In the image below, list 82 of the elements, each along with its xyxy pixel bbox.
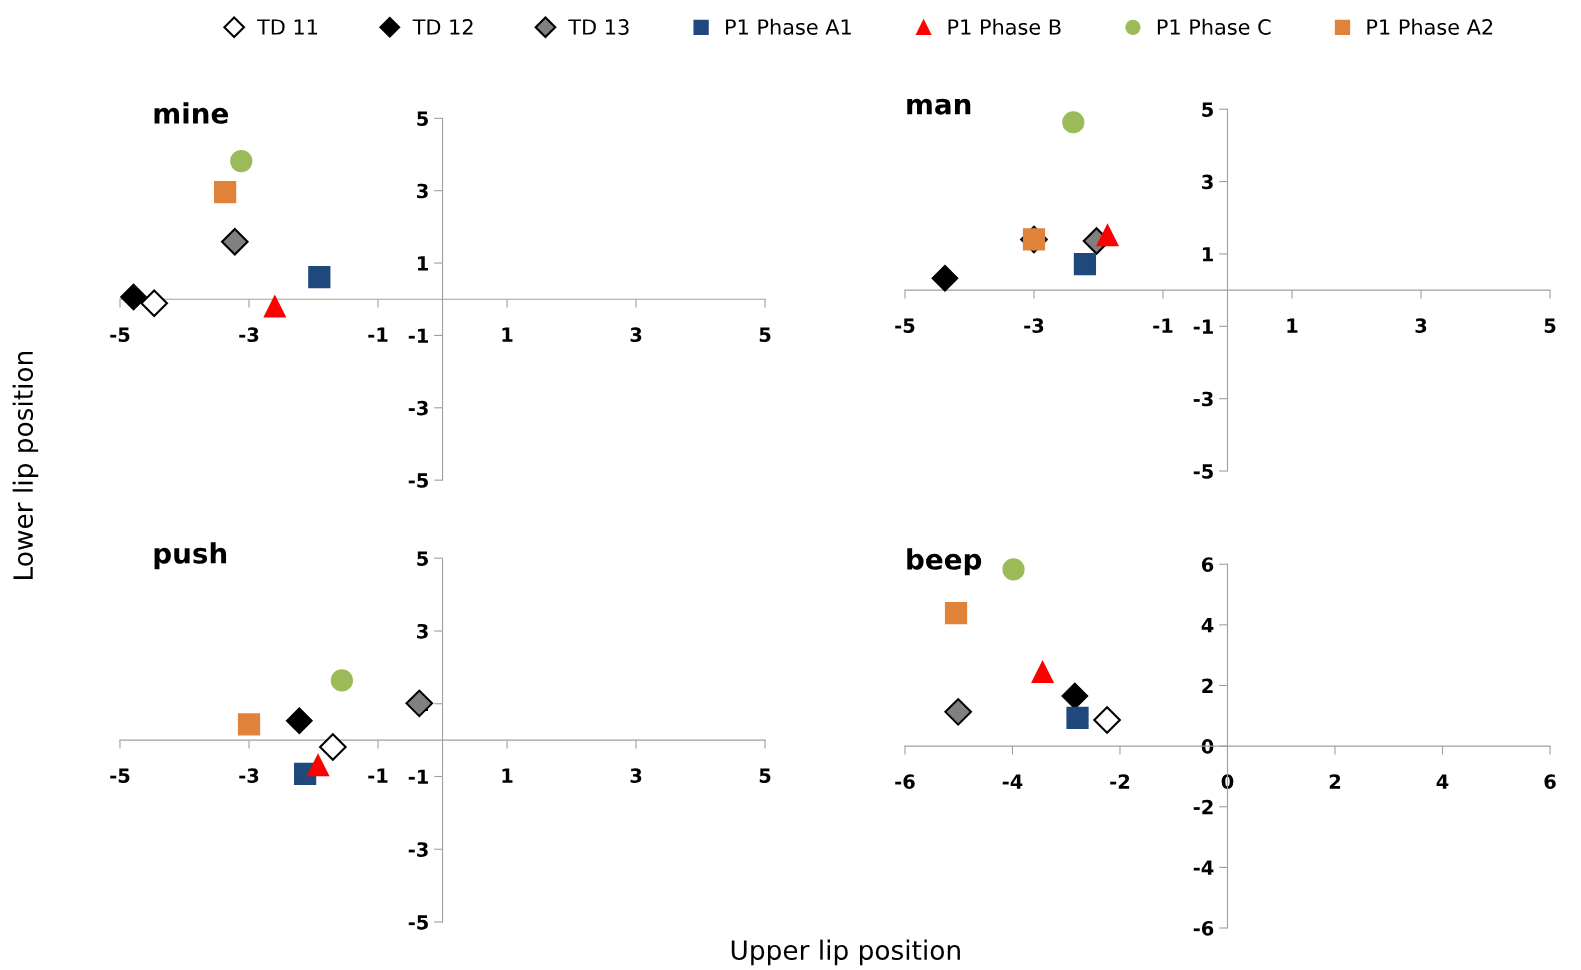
y-tick-label: -5 — [1193, 464, 1213, 479]
legend-label: TD 12 — [412, 19, 473, 35]
point — [1066, 706, 1089, 730]
x-tick-label: -1 — [1153, 318, 1173, 333]
chart-title: mine — [154, 102, 228, 124]
point — [285, 707, 313, 735]
x-tick-label: 4 — [1436, 774, 1449, 789]
y-tick-label: -6 — [1193, 920, 1214, 936]
x-tick-label: 6 — [1544, 774, 1556, 789]
x-tick-label: -1 — [368, 768, 388, 783]
y-tick-label: -4 — [1193, 860, 1214, 875]
chart-title: beep — [907, 548, 982, 576]
y-tick-label: 4 — [1201, 618, 1214, 633]
y-tick-label: 5 — [1202, 102, 1213, 117]
y-tick-label: 1 — [1202, 247, 1213, 262]
point — [237, 713, 261, 736]
legend-label: P1 Phase B — [948, 18, 1061, 35]
x-tick-label: 5 — [759, 768, 771, 783]
x-tick-label: 1 — [502, 327, 513, 342]
y-tick-label: 3 — [417, 183, 428, 199]
point — [330, 669, 354, 692]
x-tick-label: -5 — [895, 318, 915, 333]
point — [214, 181, 237, 204]
y-tick-label: -2 — [1193, 799, 1213, 815]
point — [931, 264, 959, 292]
y-tick-label: 6 — [1201, 557, 1214, 572]
x-tick-label: -3 — [1024, 318, 1044, 333]
point — [944, 698, 972, 726]
y-tick-label: 3 — [1202, 174, 1213, 190]
x-tick-label: -6 — [895, 774, 915, 789]
point — [405, 689, 434, 718]
x-tick-label: -3 — [239, 327, 259, 343]
y-tick-label: -3 — [1193, 391, 1213, 407]
x-tick-label: -1 — [368, 327, 388, 342]
y-tick-label: 3 — [417, 623, 428, 639]
x-tick-label: -5 — [110, 768, 130, 783]
x-tick-label: 3 — [1415, 318, 1427, 333]
point — [263, 295, 286, 318]
point — [1002, 558, 1025, 581]
y-tick-label: 5 — [417, 551, 428, 566]
point — [1062, 111, 1085, 134]
y-axis-title: Lower lip position — [12, 351, 39, 579]
x-axis-title: Upper lip position — [731, 939, 960, 966]
point — [1031, 660, 1054, 683]
point — [140, 289, 168, 318]
chart-title: man — [907, 98, 971, 115]
x-tick-label: -5 — [110, 327, 130, 343]
y-tick-label: -3 — [408, 842, 428, 857]
point — [1096, 224, 1119, 247]
y-tick-label: 5 — [417, 111, 428, 126]
point — [308, 266, 331, 289]
x-tick-label: -4 — [1002, 774, 1023, 789]
point — [221, 227, 249, 256]
legend-label: TD 13 — [568, 19, 629, 35]
point — [944, 601, 968, 625]
x-tick-label: 5 — [1544, 318, 1556, 333]
point — [120, 283, 148, 311]
point — [1073, 252, 1097, 276]
x-tick-label: 1 — [502, 768, 513, 783]
legend-label: P1 Phase A2 — [1367, 18, 1493, 35]
x-tick-label: 5 — [759, 327, 771, 343]
legend-label: P1 Phase A1 — [726, 18, 851, 35]
point — [306, 754, 330, 777]
y-tick-label: 1 — [417, 256, 428, 271]
y-tick-label: -5 — [408, 915, 428, 930]
y-tick-label: 2 — [1202, 678, 1213, 693]
x-tick-label: 3 — [630, 327, 642, 343]
legend-label: TD 11 — [257, 19, 318, 35]
x-tick-label: 3 — [630, 768, 642, 783]
x-tick-label: 1 — [1287, 318, 1298, 333]
point — [1093, 706, 1121, 734]
chart-title: push — [154, 542, 227, 570]
x-tick-label: -2 — [1110, 774, 1130, 789]
y-tick-label: 0 — [1201, 739, 1214, 754]
x-tick-label: -3 — [239, 768, 259, 783]
point — [230, 149, 253, 173]
x-tick-label: 2 — [1329, 774, 1341, 789]
point — [1061, 682, 1089, 710]
point — [319, 733, 347, 761]
legend-label: P1 Phase C — [1157, 18, 1271, 35]
y-tick-label: -5 — [408, 473, 428, 488]
y-tick-label: -3 — [408, 400, 428, 416]
